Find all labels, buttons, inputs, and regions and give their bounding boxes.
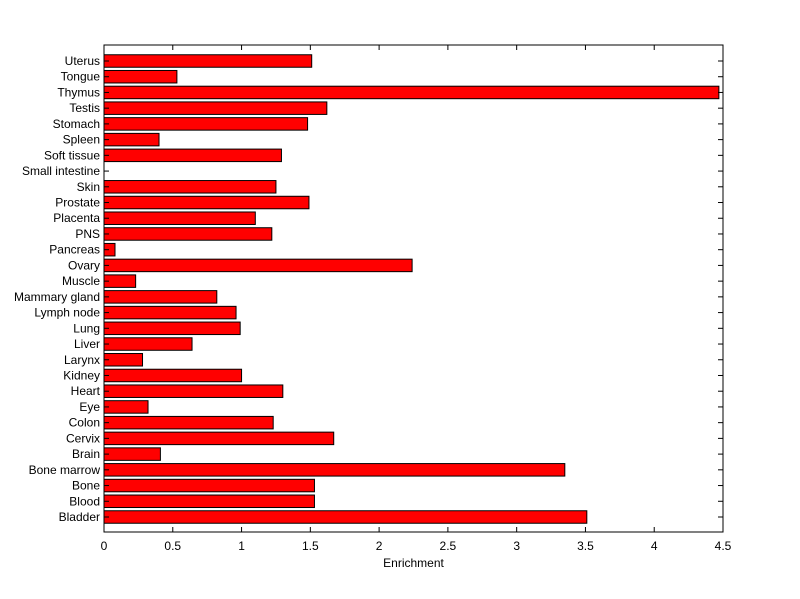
y-tick-label: Bone [72,479,100,493]
bar-bone-marrow [103,463,566,477]
bar-tongue [103,69,178,84]
y-tick-label: Uterus [65,54,100,68]
y-tick-label: Small intestine [22,164,100,178]
bar-stomach [103,117,309,131]
x-axis-label: Enrichment [383,556,444,570]
y-tick-label: Bladder [59,510,100,524]
y-tick-label: Bone marrow [29,463,101,477]
bar-cervix [103,431,335,446]
bar-ovary [103,258,413,273]
x-tick-label: 4.5 [715,539,732,553]
bar-kidney [103,368,243,383]
y-tick-label: Muscle [62,274,100,288]
y-tick-label: Pancreas [49,243,100,257]
bar-lymph-node [103,305,237,320]
y-tick-label: Ovary [68,258,100,272]
y-tick-label: Colon [69,416,100,430]
bar-lung [103,321,241,336]
y-tick-label: Spleen [63,133,100,147]
y-tick-label: Prostate [55,196,100,210]
y-tick-label: Liver [74,337,100,351]
y-tick-label: Lymph node [34,306,100,320]
x-axis-ticks: 0 0.5 1 1.5 2 2.5 3 3.5 4 4.5 [101,45,732,553]
bar-thymus [103,85,720,100]
y-tick-label: Eye [79,400,100,414]
y-tick-label: Mammary gland [14,290,100,304]
y-tick-label: Thymus [57,85,100,99]
bar-skin [103,180,277,194]
x-tick-label: 1 [238,539,245,553]
bar-uterus [103,54,313,68]
y-tick-label: Heart [71,384,101,398]
bar-spleen [103,132,160,147]
bars-group [103,54,720,524]
x-tick-label: 0 [101,539,108,553]
bar-soft-tissue [103,148,282,163]
y-tick-label: Cervix [66,431,100,445]
y-tick-label: Skin [77,180,100,194]
y-tick-label: Testis [69,101,100,115]
x-tick-label: 4 [651,539,658,553]
x-tick-label: 0.5 [164,539,181,553]
bar-testis [103,101,328,115]
x-tick-label: 2.5 [440,539,457,553]
y-tick-label: Brain [72,447,100,461]
bar-liver [103,337,193,351]
bar-placenta [103,211,256,225]
bar-larynx [103,353,144,367]
bar-prostate [103,195,310,210]
y-tick-label: Lung [73,321,100,335]
bar-bladder [103,510,588,524]
y-tick-label: Larynx [64,353,100,367]
y-tick-label: Soft tissue [44,148,100,162]
bar-heart [103,384,284,398]
y-tick-label: Stomach [53,117,100,131]
y-tick-label: PNS [75,227,100,241]
y-tick-label: Kidney [63,368,100,382]
bar-eye [103,400,149,414]
x-tick-label: 1.5 [302,539,319,553]
bar-blood [103,494,315,509]
x-tick-label: 2 [376,539,383,553]
plot-frame [103,44,724,533]
x-tick-label: 3 [513,539,520,553]
bar-brain [103,447,161,461]
bar-colon [103,415,274,430]
bar-bone [103,478,315,493]
x-tick-label: 3.5 [577,539,594,553]
bar-pns [103,227,273,241]
y-tick-label: Tongue [61,70,101,84]
y-tick-label: Placenta [53,211,100,225]
y-tick-label: Blood [69,494,100,508]
bar-mammary-gland [103,290,218,304]
